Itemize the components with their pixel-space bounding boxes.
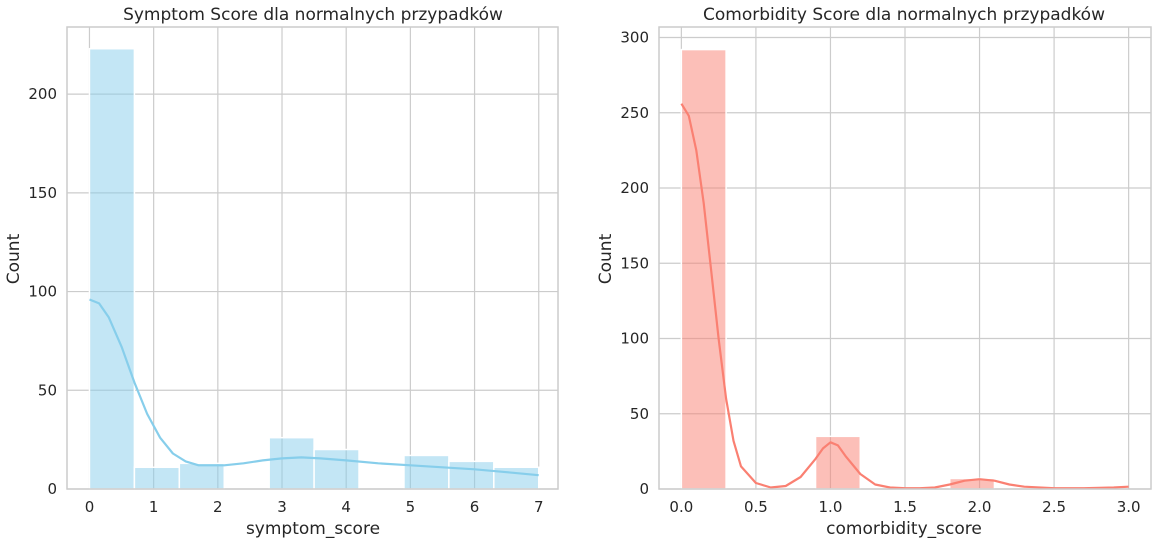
y-tick-label: 150 — [28, 184, 57, 202]
x-tick-label: 3 — [277, 498, 287, 516]
x-axis-label: comorbidity_score — [826, 519, 982, 539]
x-tick-label: 2.5 — [1042, 498, 1066, 516]
histogram-bar — [268, 436, 315, 490]
y-tick-label: 200 — [620, 179, 649, 197]
histogram-bar — [680, 48, 727, 490]
x-tick-label: 2.0 — [968, 498, 992, 516]
histogram-bar — [88, 47, 136, 490]
y-tick-label: 150 — [620, 254, 649, 272]
y-axis-label: Count — [596, 233, 616, 284]
x-tick-label: 6 — [470, 498, 480, 516]
kde-line — [89, 298, 539, 477]
y-tick-label: 100 — [620, 330, 649, 348]
x-tick-label: 2 — [213, 498, 223, 516]
x-tick-label: 5 — [406, 498, 416, 516]
y-tick-label: 0 — [47, 480, 57, 498]
x-axis-label: symptom_score — [246, 519, 380, 539]
y-tick-label: 200 — [28, 85, 57, 103]
x-tick-label: 4 — [341, 498, 351, 516]
chart-title: Comorbidity Score dla normalnych przypad… — [703, 5, 1105, 25]
y-tick-label: 50 — [630, 405, 649, 423]
histogram-bar — [448, 460, 495, 490]
histogram-bar — [178, 462, 225, 490]
y-tick-label: 300 — [620, 29, 649, 47]
symptom-score-histogram: Symptom Score dla normalnych przypadków … — [4, 5, 559, 539]
plot-frame — [658, 26, 1152, 490]
comorbidity-score-histogram: Comorbidity Score dla normalnych przypad… — [596, 5, 1152, 539]
y-tick-label: 100 — [28, 283, 57, 301]
kde-line — [680, 103, 1129, 490]
y-tick-label: 50 — [38, 381, 57, 399]
histogram-bar — [493, 466, 540, 490]
x-tick-label: 1 — [149, 498, 159, 516]
chart-title: Symptom Score dla normalnych przypadków — [123, 5, 503, 25]
histogram-bar — [133, 466, 181, 490]
histogram-bar — [403, 454, 450, 490]
y-tick-label: 250 — [620, 104, 649, 122]
x-tick-label: 1.0 — [819, 498, 843, 516]
x-tick-label: 0.5 — [744, 498, 768, 516]
x-tick-label: 7 — [534, 498, 544, 516]
plot-frame — [66, 26, 559, 490]
x-tick-label: 0 — [85, 498, 95, 516]
x-tick-label: 0.0 — [669, 498, 693, 516]
x-tick-label: 1.5 — [893, 498, 917, 516]
y-axis-label: Count — [4, 233, 24, 284]
y-tick-label: 0 — [639, 480, 649, 498]
histogram-bar — [313, 448, 360, 490]
x-tick-label: 3.0 — [1117, 498, 1141, 516]
